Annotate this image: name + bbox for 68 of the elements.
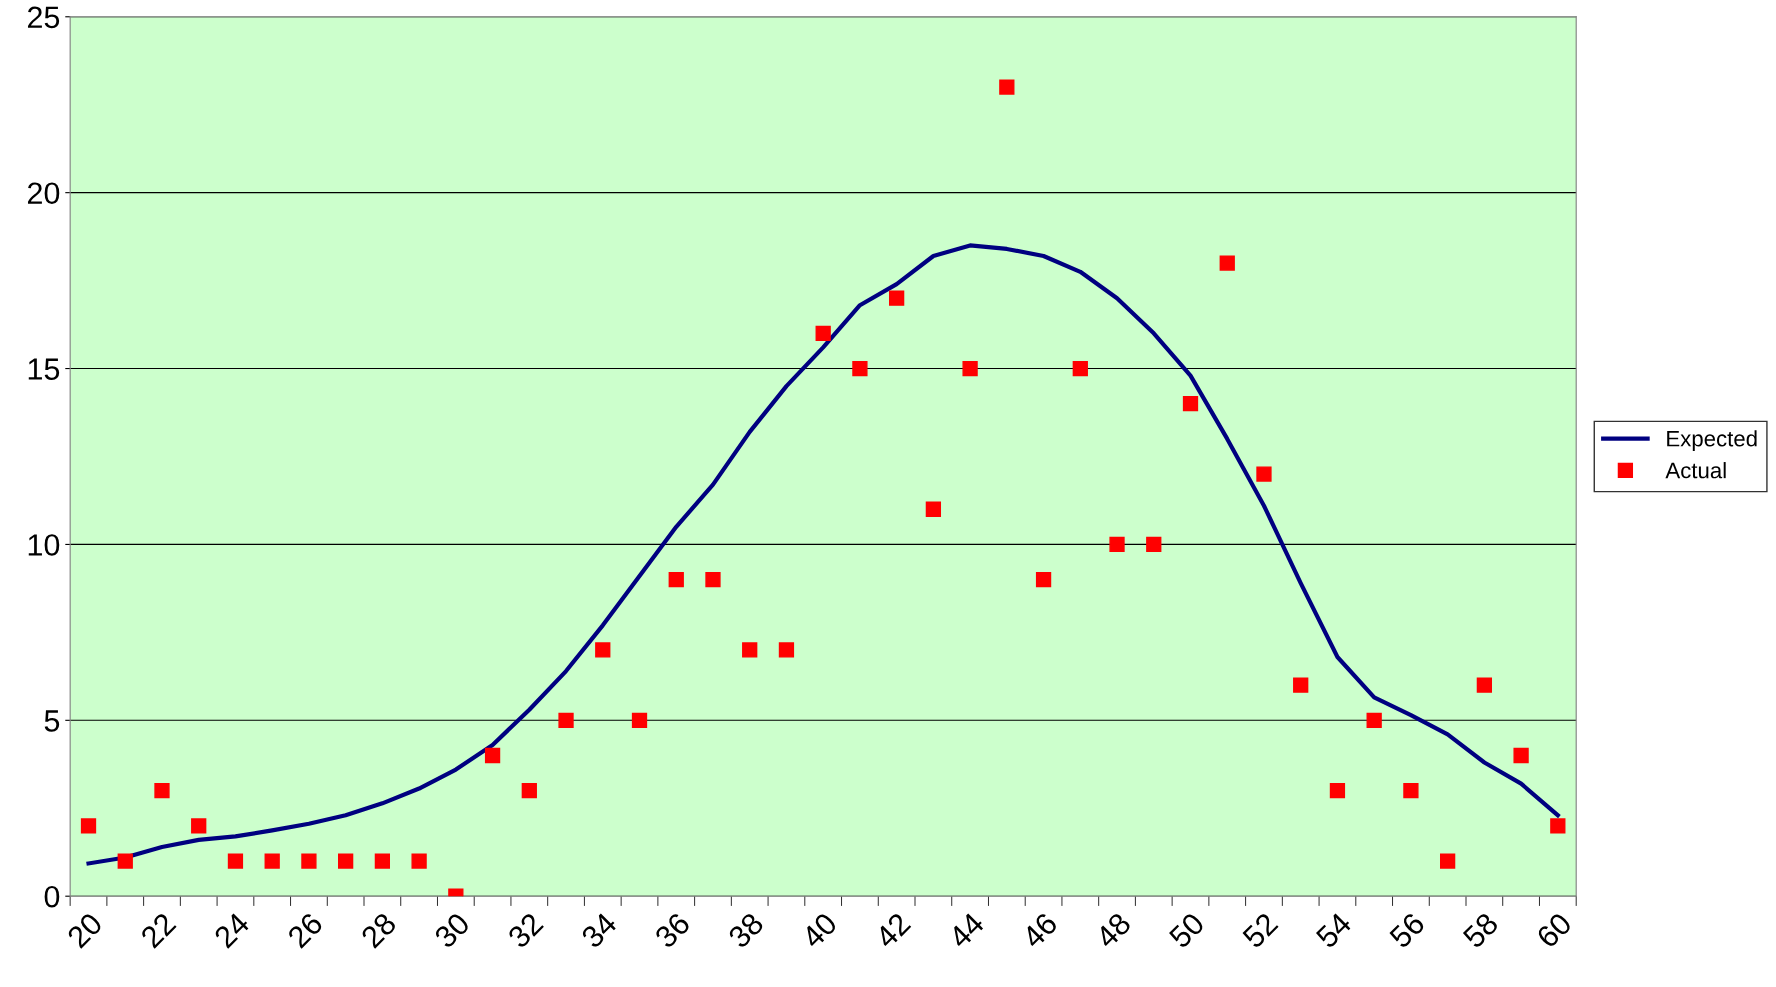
point xyxy=(705,571,721,588)
point xyxy=(1366,712,1382,728)
point xyxy=(595,642,611,658)
point xyxy=(338,853,354,869)
y-tick-label: 10 xyxy=(28,534,60,556)
x-tick-label: 22 xyxy=(139,911,177,949)
point xyxy=(117,853,133,869)
y-tick-label: 0 xyxy=(44,885,60,908)
point xyxy=(1550,818,1566,834)
point xyxy=(411,853,427,869)
y-tick-label: 20 xyxy=(27,182,60,205)
x-tick-label: 36 xyxy=(653,911,692,950)
point xyxy=(1219,255,1235,271)
point xyxy=(852,360,868,377)
y-tick-label: 15 xyxy=(28,358,60,380)
point xyxy=(1476,677,1493,693)
x-tick-label: 32 xyxy=(506,911,545,950)
x-tick-label: 58 xyxy=(1461,911,1500,950)
x-tick-label: 40 xyxy=(800,911,839,950)
point xyxy=(80,818,97,834)
x-tick-label: 46 xyxy=(1020,911,1059,950)
point xyxy=(742,642,758,658)
point xyxy=(484,747,501,764)
y-tick-label: 5 xyxy=(44,710,60,732)
point xyxy=(962,360,978,377)
x-tick-label: 34 xyxy=(580,911,619,950)
x-tick-label: 52 xyxy=(1241,911,1279,950)
point xyxy=(925,501,942,517)
point xyxy=(1403,783,1419,799)
point xyxy=(521,783,537,799)
point xyxy=(1109,536,1125,553)
point xyxy=(301,853,317,869)
x-tick-label: 26 xyxy=(286,911,324,949)
point xyxy=(1035,571,1052,588)
y-tick-label: 25 xyxy=(27,6,60,29)
point xyxy=(1329,783,1346,799)
point xyxy=(1513,747,1529,764)
x-tick-label: 44 xyxy=(947,911,986,950)
x-tick-label: 24 xyxy=(213,911,251,949)
point xyxy=(1293,677,1309,693)
x-tick-label: 42 xyxy=(873,911,912,950)
point xyxy=(1182,396,1199,412)
x-tick-label: 48 xyxy=(1094,911,1132,950)
x-tick-label: 38 xyxy=(727,911,765,950)
legend-label: Expected xyxy=(1667,430,1757,451)
point xyxy=(558,712,574,728)
x-tick-label: 54 xyxy=(1315,911,1353,950)
x-tick-label: 56 xyxy=(1388,911,1426,950)
point xyxy=(815,325,831,342)
point xyxy=(374,853,391,869)
legend-label: Actual xyxy=(1665,462,1726,479)
point xyxy=(1439,853,1456,869)
x-tick-label: 50 xyxy=(1167,911,1206,950)
point xyxy=(889,290,905,306)
point xyxy=(191,818,207,834)
point xyxy=(668,571,684,588)
point xyxy=(1256,466,1272,482)
point xyxy=(154,783,170,799)
x-tick-label: 28 xyxy=(360,911,398,949)
point xyxy=(227,853,244,869)
point xyxy=(778,642,795,658)
point xyxy=(1146,536,1162,553)
point xyxy=(1072,360,1088,377)
point xyxy=(999,79,1015,95)
point xyxy=(264,853,280,869)
x-tick-label: 30 xyxy=(433,911,471,950)
point xyxy=(631,712,648,728)
x-tick-label: 60 xyxy=(1535,911,1573,949)
